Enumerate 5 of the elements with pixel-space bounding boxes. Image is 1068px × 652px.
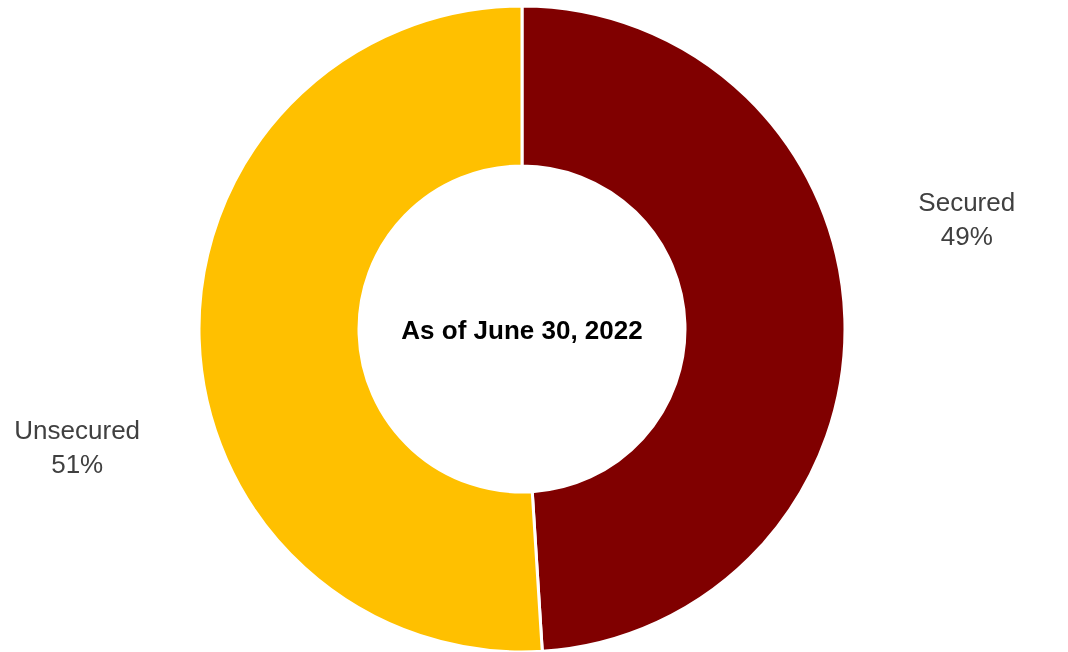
slice-label: Unsecured — [14, 415, 141, 446]
data-label: 49% — [940, 220, 993, 251]
slice-label: Secured — [918, 186, 1016, 217]
data-label: 51% — [51, 449, 104, 480]
text: As of June 30, 2022 — [401, 315, 643, 345]
